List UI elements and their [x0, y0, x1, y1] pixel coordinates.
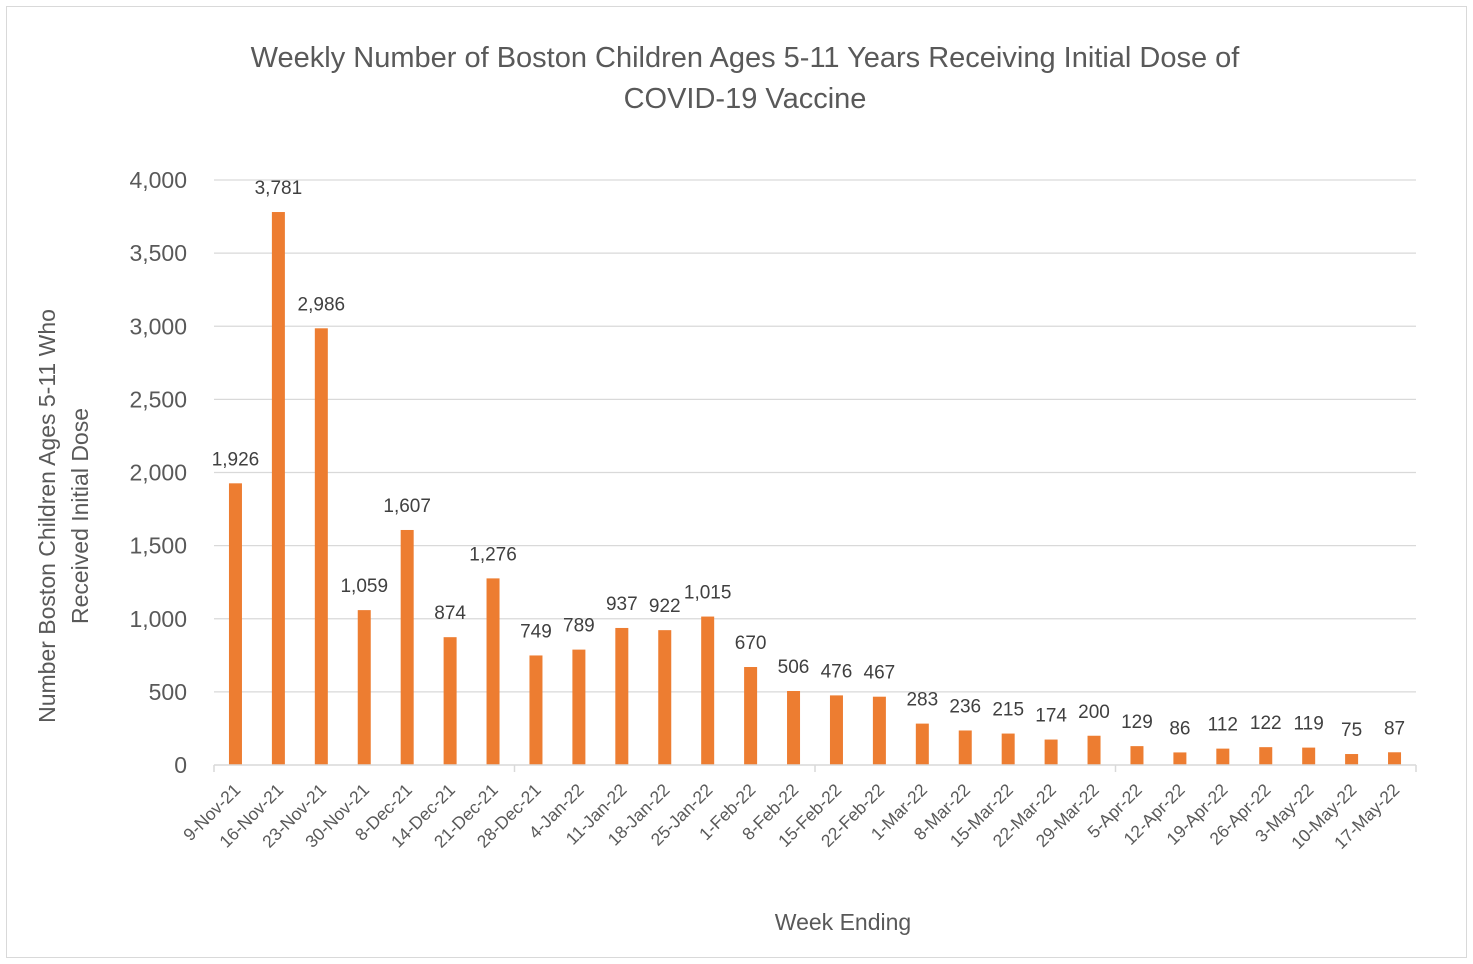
y-tick-label: 2,500	[129, 386, 187, 412]
chart-frame	[6, 6, 1467, 958]
bar	[787, 690, 801, 765]
chart-title-line-1: Weekly Number of Boston Children Ages 5-…	[251, 42, 1241, 74]
y-axis-title: Number Boston Children Ages 5-11 Who Rec…	[34, 309, 93, 723]
data-label: 476	[821, 661, 853, 682]
data-label: 467	[864, 663, 896, 684]
data-label: 1,059	[340, 576, 388, 597]
y-axis-title-line-2: Received Initial Dose	[67, 408, 93, 624]
x-axis-ticks: 9-Nov-2116-Nov-2123-Nov-2130-Nov-218-Dec…	[179, 780, 1403, 853]
bar	[1001, 733, 1015, 765]
bar	[572, 649, 586, 765]
data-labels: 1,926 3,781 2,986 1,059 1,607 874 1,276 749 789 9…	[212, 178, 1405, 741]
chart-title-line-2: COVID-19 Vaccine	[624, 83, 867, 115]
bar	[529, 655, 543, 765]
y-tick-label: 4,000	[129, 167, 187, 193]
data-label: 86	[1169, 718, 1190, 739]
data-label: 122	[1250, 713, 1282, 734]
y-axis-ticks: 0 500 1,000 1,500 2,000 2,500 3,000 3,500 4,000	[129, 167, 187, 778]
bar	[829, 695, 843, 765]
x-axis	[213, 764, 1417, 772]
bar	[958, 730, 972, 765]
data-label: 1,015	[684, 583, 732, 604]
data-label: 1,607	[383, 496, 431, 517]
bar	[1087, 735, 1101, 765]
bar	[271, 212, 285, 765]
bar	[872, 696, 886, 765]
bar	[357, 610, 371, 765]
y-tick-label: 3,500	[129, 240, 187, 266]
data-label: 670	[735, 633, 767, 654]
data-label: 3,781	[255, 178, 303, 199]
data-label: 749	[520, 621, 552, 642]
bar	[228, 483, 242, 765]
bar	[486, 578, 500, 765]
bar	[658, 630, 672, 765]
bar	[1302, 747, 1316, 765]
bars	[228, 212, 1402, 765]
y-tick-label: 1,000	[129, 606, 187, 632]
bar	[915, 723, 929, 765]
bar	[1216, 748, 1230, 765]
chart-title: Weekly Number of Boston Children Ages 5-…	[251, 42, 1241, 115]
data-label: 1,276	[469, 544, 517, 565]
data-label: 1,926	[212, 449, 260, 470]
bar	[1259, 747, 1273, 765]
data-label: 112	[1208, 715, 1238, 736]
bar	[1388, 752, 1402, 765]
data-label: 789	[563, 616, 595, 637]
data-label: 236	[949, 696, 981, 717]
data-label: 119	[1294, 714, 1324, 735]
bar	[443, 637, 457, 765]
data-label: 922	[649, 596, 681, 617]
bar	[1173, 752, 1187, 765]
y-tick-label: 1,500	[129, 533, 187, 559]
data-label: 215	[992, 700, 1024, 721]
bar	[1044, 739, 1058, 765]
data-label: 87	[1384, 718, 1405, 739]
x-axis-title: Week Ending	[775, 909, 911, 935]
bar	[615, 627, 629, 765]
bar	[744, 667, 758, 765]
bar	[314, 328, 328, 765]
data-label: 506	[778, 657, 810, 678]
data-label: 200	[1078, 702, 1110, 723]
gridlines	[214, 179, 1416, 693]
data-label: 2,986	[298, 294, 346, 315]
y-axis-title-line-1: Number Boston Children Ages 5-11 Who	[34, 309, 60, 723]
data-label: 283	[906, 690, 938, 711]
bar	[400, 529, 414, 765]
bar	[1130, 746, 1144, 765]
data-label: 129	[1121, 712, 1153, 733]
y-tick-label: 2,000	[129, 460, 187, 486]
bar	[701, 616, 715, 765]
data-label: 75	[1341, 720, 1362, 741]
data-label: 937	[606, 594, 638, 615]
y-tick-label: 500	[149, 679, 187, 705]
y-tick-label: 3,000	[129, 313, 187, 339]
data-label: 174	[1035, 706, 1067, 727]
bar	[1345, 754, 1359, 765]
data-label: 874	[434, 603, 466, 624]
y-tick-label: 0	[174, 752, 187, 778]
